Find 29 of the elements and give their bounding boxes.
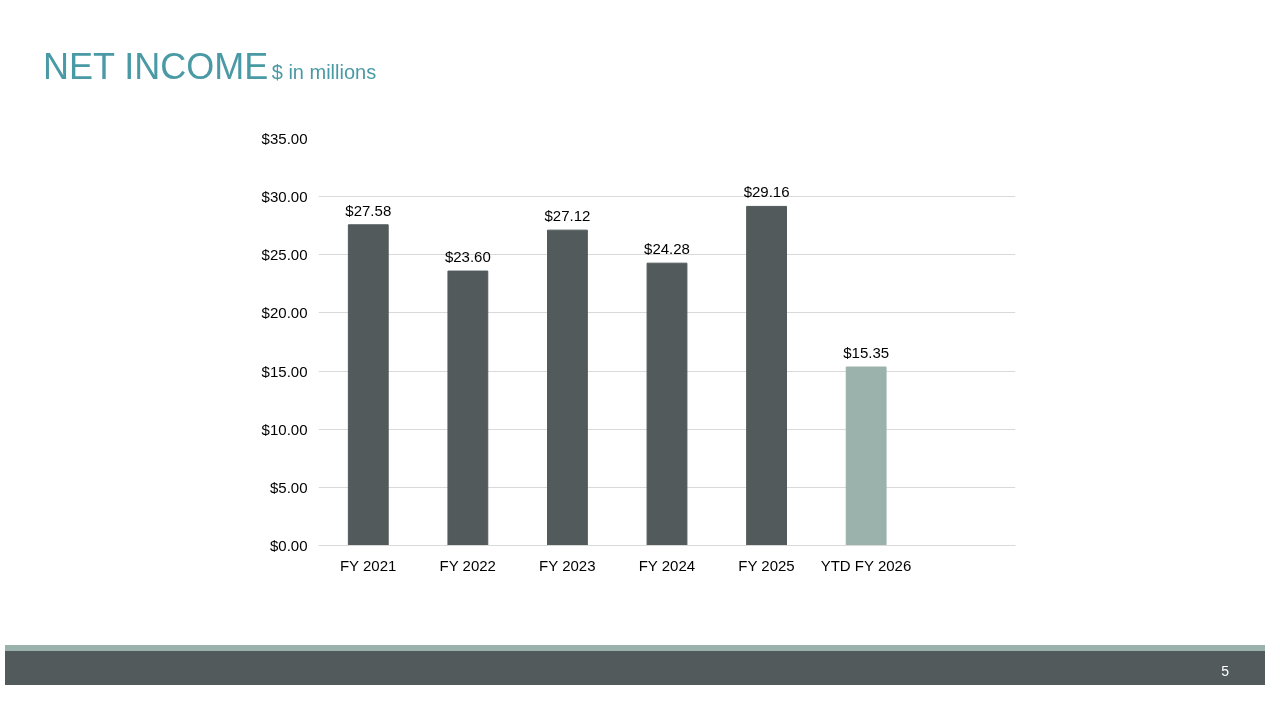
bar <box>746 205 787 546</box>
x-tick-label: FY 2025 <box>738 556 795 574</box>
bar <box>447 270 489 546</box>
data-label: $29.16 <box>743 183 790 201</box>
y-tick-label: $35.00 <box>261 130 308 147</box>
bar <box>547 229 588 546</box>
y-tick-label: $25.00 <box>261 246 308 264</box>
y-tick-label: $20.00 <box>261 304 308 322</box>
x-tick-label: FY 2024 <box>638 556 696 574</box>
y-tick-label: $30.00 <box>261 188 308 206</box>
x-tick-label: FY 2023 <box>539 556 596 574</box>
y-tick-label: $5.00 <box>269 478 308 496</box>
y-tick-label: $0.00 <box>269 537 308 554</box>
data-label: $24.28 <box>644 240 690 258</box>
x-tick-label: FY 2022 <box>439 556 496 574</box>
data-label: $27.58 <box>345 201 392 219</box>
text: 5 <box>5 645 1265 685</box>
y-tick-label: $10.00 <box>261 420 308 438</box>
chart-title: NET INCOME <box>43 46 269 87</box>
data-label: $27.12 <box>544 207 591 225</box>
bar <box>347 224 389 546</box>
chart-subtitle: $ in millions <box>271 61 377 83</box>
y-tick-label: $15.00 <box>261 362 308 380</box>
x-tick-label: FY 2021 <box>339 556 397 574</box>
x-tick-label: YTD FY 2026 <box>820 556 912 574</box>
data-label: $15.35 <box>843 344 890 361</box>
bar <box>845 366 887 546</box>
bar <box>646 262 688 546</box>
data-label: $23.60 <box>444 248 491 266</box>
